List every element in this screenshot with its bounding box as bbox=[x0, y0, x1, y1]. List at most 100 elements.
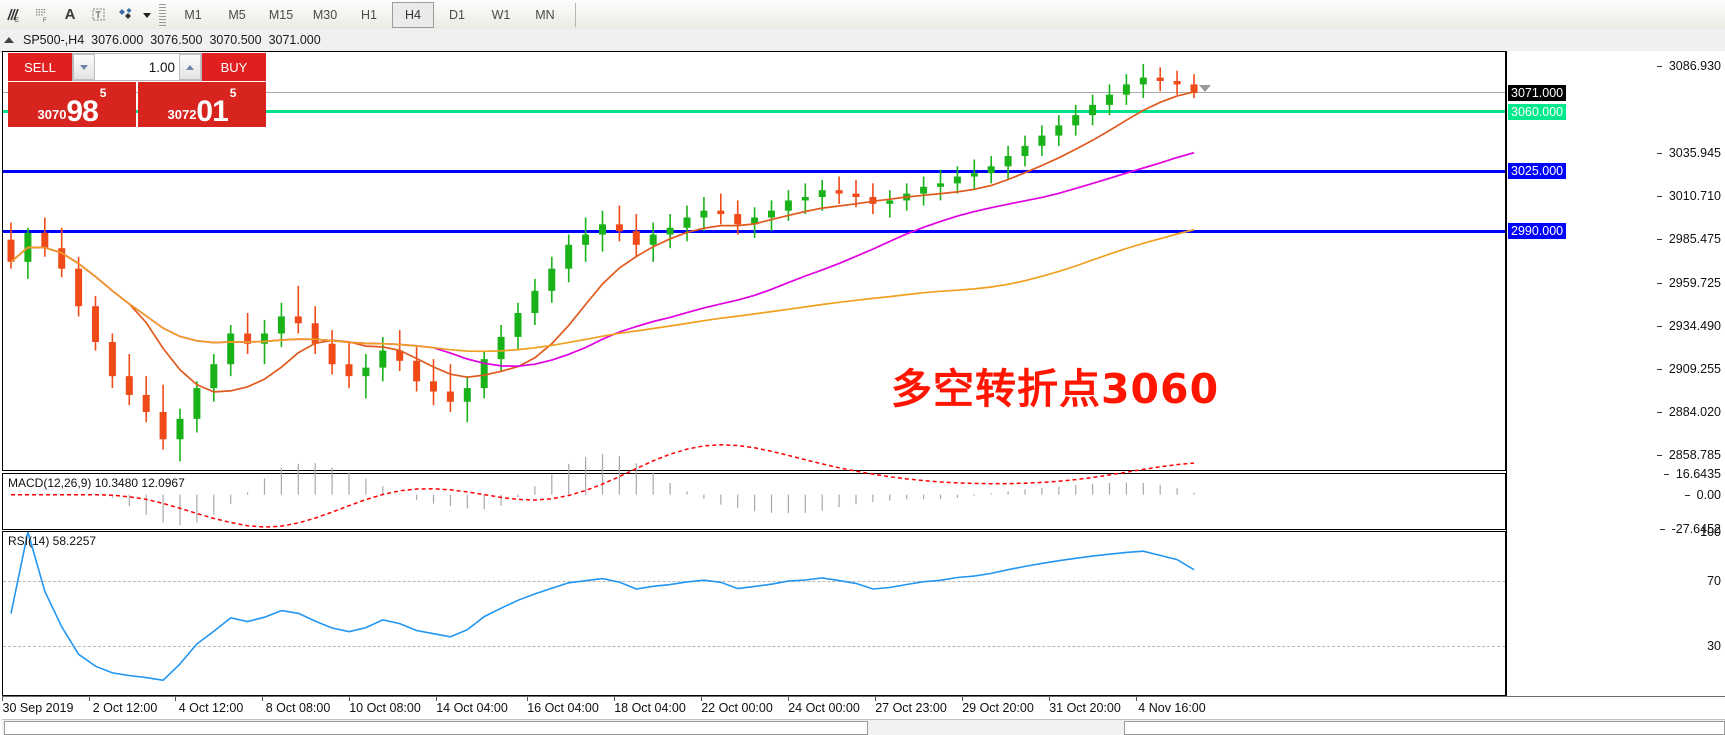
sell-price-integer: 3070 bbox=[37, 107, 67, 122]
price-badge-2990.000[interactable]: 2990.000 bbox=[1508, 223, 1567, 240]
timeframe-h1[interactable]: H1 bbox=[361, 7, 377, 22]
time-tick-1: 2 Oct 12:00 bbox=[92, 701, 158, 715]
toolbar-separator-2 bbox=[575, 2, 576, 27]
price-badge-3025.000[interactable]: 3025.000 bbox=[1508, 163, 1567, 180]
rsi-pane[interactable]: RSI(14) 58.2257 bbox=[2, 531, 1506, 696]
svg-text:E: E bbox=[15, 18, 19, 24]
buy-price-big: 01 bbox=[196, 94, 228, 128]
time-tick-6: 16 Oct 04:00 bbox=[527, 701, 599, 715]
main-toolbar: E F A T M1 M5 M15 M30 H1 H4 D1 W1 MN bbox=[0, 0, 1725, 30]
macd-tick-0: 16.6435 bbox=[1663, 467, 1721, 481]
buy-price-fraction: 5 bbox=[229, 86, 237, 100]
label-icon[interactable]: T bbox=[84, 2, 112, 28]
rsi-label: RSI(14) 58.2257 bbox=[8, 534, 97, 548]
price-badge-3071.000[interactable]: 3071.000 bbox=[1508, 84, 1567, 101]
time-tick-12: 31 Oct 20:00 bbox=[1049, 701, 1121, 715]
timeframe-d1[interactable]: D1 bbox=[449, 7, 465, 22]
scrollbar-thumb-left[interactable] bbox=[4, 721, 868, 735]
price-tick-4: 2959.725 bbox=[1656, 276, 1721, 290]
rsi-level-70 bbox=[3, 580, 1505, 582]
buy-price-quote[interactable]: 3072 01 5 bbox=[138, 82, 266, 127]
price-tick-2: 3010.710 bbox=[1656, 189, 1721, 203]
time-tick-sep-0 bbox=[2, 697, 3, 701]
timeframe-m15[interactable]: M15 bbox=[268, 7, 294, 22]
price-line-3060.000[interactable] bbox=[3, 110, 1505, 114]
sell-price-quote[interactable]: 3070 98 5 bbox=[8, 82, 136, 127]
rsi-level-30 bbox=[3, 646, 1505, 648]
price-axis[interactable]: 3086.930 3035.945 3010.710 2985.475 2959.725… bbox=[1506, 51, 1725, 696]
price-line-3071.000[interactable] bbox=[3, 92, 1505, 94]
time-tick-sep-6 bbox=[527, 697, 528, 701]
time-tick-sep-13 bbox=[1136, 697, 1137, 701]
volume-decrease-button[interactable] bbox=[73, 54, 95, 80]
macd-tick-1: 0.00 bbox=[1684, 488, 1721, 502]
collapse-triangle-icon[interactable] bbox=[4, 37, 14, 43]
price-tick-1: 3035.945 bbox=[1656, 146, 1721, 160]
time-tick-sep-7 bbox=[614, 697, 615, 701]
time-tick-sep-11 bbox=[962, 697, 963, 701]
sell-button[interactable]: SELL bbox=[8, 53, 72, 81]
timeframe-m30[interactable]: M30 bbox=[312, 7, 338, 22]
time-tick-sep-5 bbox=[436, 697, 437, 701]
time-tick-0: 30 Sep 2019 bbox=[2, 701, 74, 715]
time-tick-7: 18 Oct 04:00 bbox=[614, 701, 686, 715]
sell-price-fraction: 5 bbox=[99, 86, 107, 100]
time-tick-sep-1 bbox=[89, 697, 90, 701]
timeframe-h4[interactable]: H4 bbox=[392, 1, 434, 28]
ohlc-open: 3076.000 bbox=[91, 33, 144, 47]
scrollbar-thumb-right[interactable] bbox=[1124, 721, 1725, 735]
rsi-series bbox=[10, 531, 1195, 682]
time-tick-sep-8 bbox=[701, 697, 702, 701]
text-icon[interactable]: A bbox=[64, 6, 76, 23]
time-tick-8: 22 Oct 00:00 bbox=[701, 701, 773, 715]
volume-stepper[interactable]: 1.00 bbox=[72, 53, 202, 81]
crosshair-marker-icon bbox=[1199, 85, 1211, 92]
macd-tick-2: -27.6452 bbox=[1659, 522, 1721, 536]
time-tick-5: 14 Oct 04:00 bbox=[436, 701, 508, 715]
time-tick-sep-2 bbox=[175, 697, 176, 701]
dropdown-caret-icon[interactable] bbox=[140, 2, 154, 28]
templates-icon[interactable]: F bbox=[28, 2, 56, 28]
time-tick-2: 4 Oct 12:00 bbox=[178, 701, 244, 715]
ohlc-close: 3071.000 bbox=[268, 33, 321, 47]
indicators-icon[interactable]: E bbox=[0, 2, 28, 28]
time-tick-13: 4 Nov 16:00 bbox=[1138, 701, 1206, 715]
macd-series bbox=[11, 444, 1195, 528]
rsi-tick-1: 70 bbox=[1707, 573, 1721, 588]
price-badge-3060.000[interactable]: 3060.000 bbox=[1508, 103, 1567, 120]
volume-increase-button[interactable] bbox=[179, 54, 201, 80]
price-tick-5: 2934.490 bbox=[1656, 319, 1721, 333]
price-line-3025.000[interactable] bbox=[3, 169, 1505, 173]
macd-label: MACD(12,26,9) 10.3480 12.0967 bbox=[8, 476, 185, 490]
svg-text:T: T bbox=[95, 10, 101, 20]
ohlc-high: 3076.500 bbox=[150, 33, 203, 47]
timeframe-group: M1 M5 M15 M30 H1 H4 D1 W1 MN bbox=[171, 1, 567, 28]
timeframe-m5[interactable]: M5 bbox=[228, 7, 246, 22]
timeframe-m1[interactable]: M1 bbox=[184, 7, 202, 22]
time-tick-sep-12 bbox=[1049, 697, 1050, 701]
time-tick-sep-4 bbox=[349, 697, 350, 701]
price-tick-6: 2909.255 bbox=[1656, 362, 1721, 376]
time-tick-sep-10 bbox=[875, 697, 876, 701]
macd-pane[interactable]: MACD(12,26,9) 10.3480 12.0967 bbox=[2, 444, 1506, 530]
toolbar-separator bbox=[159, 3, 166, 26]
symbol-label: SP500-,H4 bbox=[23, 33, 85, 47]
buy-button[interactable]: BUY bbox=[202, 53, 266, 81]
objects-icon[interactable] bbox=[112, 2, 140, 28]
timeframe-w1[interactable]: W1 bbox=[491, 7, 511, 22]
price-tick-0: 3086.930 bbox=[1656, 59, 1721, 73]
chart-annotation-text: 多空转折点3060 bbox=[891, 365, 1220, 413]
rsi-tick-0: 100 bbox=[1700, 525, 1721, 539]
ohlc-low: 3070.500 bbox=[209, 33, 262, 47]
one-click-trading-panel[interactable]: SELL 1.00 BUY 3070 98 5 3072 01 5 bbox=[8, 53, 266, 128]
rsi-tick-2: 30 bbox=[1707, 639, 1721, 654]
time-tick-sep-9 bbox=[788, 697, 789, 701]
svg-text:F: F bbox=[43, 18, 47, 24]
time-tick-9: 24 Oct 00:00 bbox=[788, 701, 860, 715]
symbol-info-bar: SP500-,H4 3076.000 3076.500 3070.500 307… bbox=[0, 29, 1725, 52]
price-tick-8: 2858.785 bbox=[1656, 448, 1721, 462]
horizontal-scrollbar[interactable] bbox=[2, 719, 1725, 735]
volume-input[interactable]: 1.00 bbox=[148, 59, 175, 75]
timeframe-mn[interactable]: MN bbox=[535, 7, 555, 22]
time-axis[interactable]: 30 Sep 2019 2 Oct 12:00 4 Oct 12:00 8 Oct 0… bbox=[2, 696, 1725, 719]
